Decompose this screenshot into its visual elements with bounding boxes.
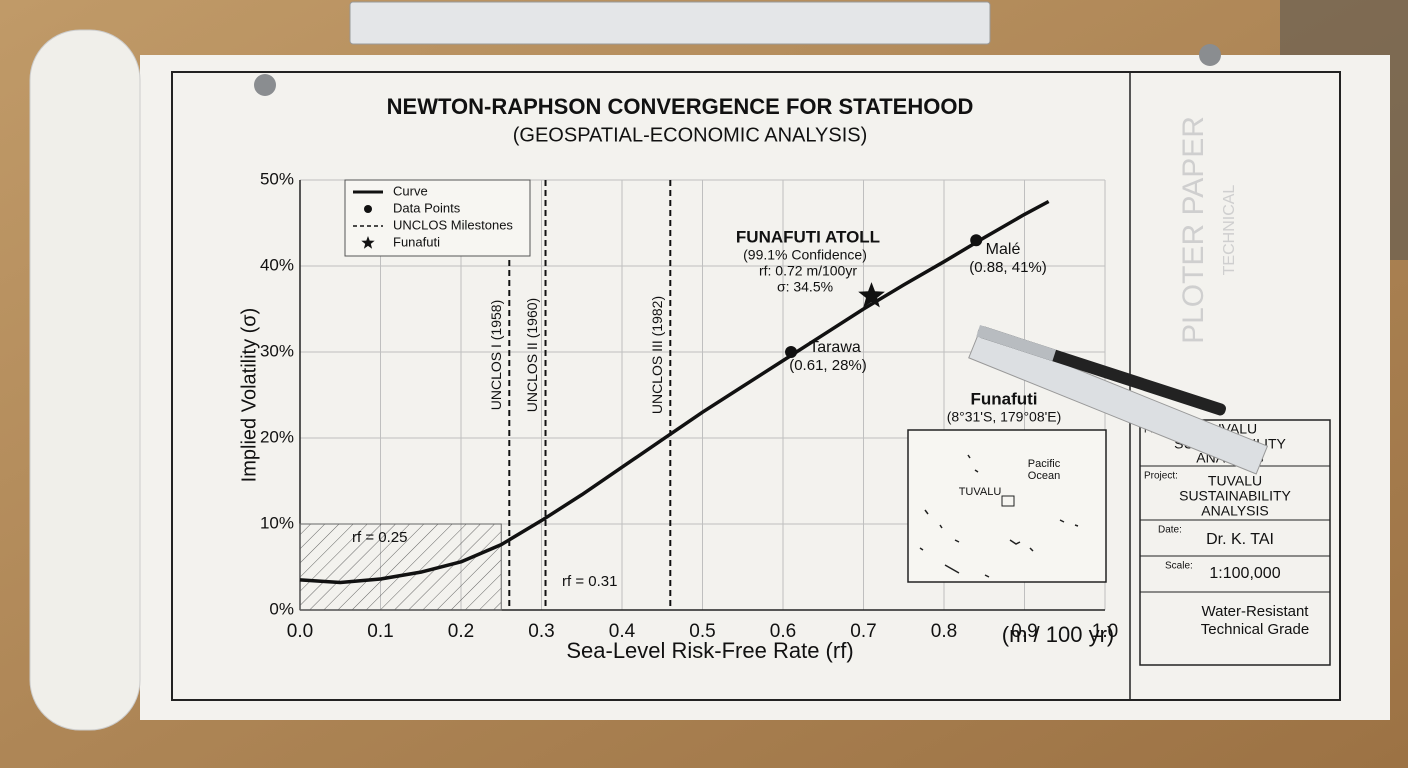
legend-label: Funafuti [393,234,440,249]
y-tick-label: 40% [260,255,294,274]
brand: PLOTER PAPER [1177,116,1210,344]
title-block-frame [1139,419,1331,666]
legend-label: UNCLOS Milestones [393,217,513,232]
annotation: Malé [986,241,1021,258]
pin [1199,44,1221,66]
annotation: (0.88, 41%) [969,259,1047,276]
tb-label: Project: [1144,471,1178,482]
legend-label: Curve [393,183,428,198]
annotation: Tarawa [809,339,861,356]
annotation: rf = 0.31 [562,573,617,590]
annotation: rf = 0.25 [352,529,407,546]
x-axis-unit: (m / 100 yr) [1002,622,1114,647]
x-tick-label: 0.8 [931,621,957,642]
tools [968,325,1269,475]
pencil-grip [976,325,1057,362]
inset-focus [1001,495,1015,507]
plot: 0% 10% 20% 30% 40% 50% 0.0 0.1 0.2 0.3 0.4 0.5 0.6 0.… [260,169,1118,642]
scale-ruler [968,329,1269,475]
star-marker [858,282,885,308]
y-tick-label: 0% [269,599,294,618]
x-tick-label: 0.1 [367,621,393,642]
milestone-label: UNCLOS III (1982) [649,296,665,414]
tb-label: Scale: [1165,561,1193,572]
shaded-region [299,523,502,611]
y-tick-label: 50% [260,169,294,188]
x-tick-label: 0.6 [770,621,796,642]
pin [254,74,276,96]
y-tick-label: 30% [260,341,294,360]
brand-sub: TECHNICAL [1221,185,1238,276]
tb-value: Dr. K. TAI [1206,531,1274,548]
tb-value: Water-Resistant [1202,603,1310,620]
inset-coords: (8°31'S, 179°08'E) [947,409,1062,425]
y-axis-label: Implied Volatility (σ) [238,308,260,483]
milestone-label: UNCLOS I (1958) [488,300,504,410]
data-point [970,234,983,247]
x-tick-label: 1.0 [1092,621,1118,642]
inset-label: TUVALU [959,486,1002,498]
tb-value: ANALYSIS [1201,503,1268,519]
x-tick-label: 0.5 [689,621,715,642]
x-tick-label: 0.4 [609,621,636,642]
tb-value: 1:100,000 [1209,565,1280,582]
x-axis-label: Sea-Level Risk-Free Rate (rf) [566,638,853,663]
tb-value: TUVALU [1208,473,1262,489]
y-tick-label: 10% [260,513,294,532]
annotation: (0.61, 28%) [789,357,867,374]
y-tick-label: 20% [260,427,294,446]
annotation: σ: 34.5% [777,279,833,295]
paper-border [171,71,1341,701]
inset-title: Funafuti [970,389,1037,408]
paper-roll [29,29,141,731]
annotation: rf: 0.72 m/100yr [759,263,857,279]
inset-label: Ocean [1028,470,1060,482]
annotation: (99.1% Confidence) [743,247,867,263]
inset-label: Pacific [1028,458,1061,470]
x-tick-label: 0.3 [528,621,554,642]
chart-title: NEWTON-RAPHSON CONVERGENCE FOR STATEHOOD [387,94,974,119]
x-tick-label: 0.7 [850,621,876,642]
islands [919,454,1079,578]
tb-value: SUSTAINABILITY [1179,488,1291,504]
tb-value: Technical Grade [1201,621,1309,638]
x-tick-label: 0.2 [448,621,474,642]
tb-label: Date: [1158,525,1182,536]
annotation: FUNAFUTI ATOLL [736,227,880,246]
milestone-label: UNCLOS II (1960) [524,298,540,412]
legend-swatch [361,236,375,249]
curve [299,199,1050,585]
inset-map: Funafuti (8°31'S, 179°08'E) TUVALU Pacif… [907,389,1107,583]
x-tick-label: 0.0 [287,621,313,642]
x-tick-label: 0.9 [1011,621,1037,642]
ruler [349,1,991,45]
chart-subtitle: (GEOSPATIAL-ECONOMIC ANALYSIS) [513,124,868,146]
legend-label: Data Points [393,200,461,215]
data-point [785,346,798,358]
legend-swatch [364,205,372,213]
